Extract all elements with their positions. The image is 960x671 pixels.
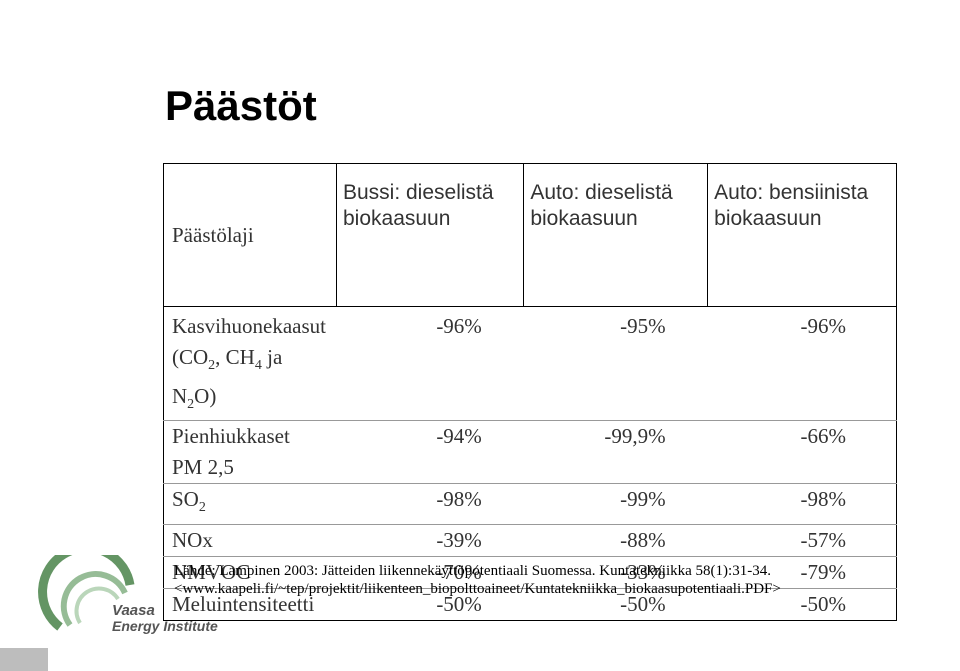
row-label: NMVOC	[163, 555, 337, 589]
row-label: Pienhiukkaset PM 2,5	[163, 420, 337, 484]
source: Lähde: Lampinen 2003: Jätteiden liikenne…	[174, 562, 781, 598]
label-text: NOx	[172, 527, 213, 552]
logo: Vaasa Energy Institute	[38, 555, 218, 634]
cell: -39%	[336, 523, 524, 557]
subscript: 2	[187, 397, 195, 413]
cell: -50%	[523, 587, 708, 621]
subscript: 2	[208, 358, 216, 374]
label-text: Pienhiukkaset	[172, 424, 290, 449]
row-label: Kasvihuonekaasut (CO2, CH4 ja N2O)	[164, 307, 337, 421]
row-label: NOx	[163, 523, 337, 557]
cell: -70%	[336, 555, 524, 589]
title: Päästöt	[165, 82, 317, 129]
label-text: SO	[172, 487, 199, 512]
cell: -98%	[336, 483, 524, 525]
label-text: Meluintensiteetti	[172, 591, 315, 616]
cell: -66%	[707, 420, 897, 484]
label-text: O)	[194, 384, 217, 409]
row: Pienhiukkaset PM 2,5 -94% -99,9% -66%	[163, 420, 897, 484]
cell: -79%	[707, 555, 897, 589]
label-text: NMVOC	[172, 559, 251, 584]
row-label: SO2	[163, 483, 337, 525]
cell: -96%	[800, 314, 847, 338]
column-header: Auto: bensiinista biokaasuun	[707, 163, 897, 307]
cell: -50%	[336, 587, 524, 621]
cell: -99%	[523, 483, 708, 525]
cell: -99,9%	[523, 420, 708, 484]
cell: -94%	[336, 420, 524, 484]
row: NMVOC -70% -33% -79%	[163, 555, 897, 589]
column-header: Päästölaji	[163, 163, 337, 307]
cell: -33%	[523, 555, 708, 589]
row: Kasvihuonekaasut (CO2, CH4 ja N2O) -96% -95…	[164, 307, 897, 421]
header-row: Päästölaji Bussi: dieselistä biokaasuun Au…	[163, 163, 897, 307]
cell: -98%	[707, 483, 897, 525]
row: SO2 -98% -99% -98%	[163, 483, 897, 525]
subscript: 4	[254, 358, 262, 374]
source-line: <www.kaapeli.fi/~tep/projektit/liikentee…	[174, 581, 781, 597]
label-text: PM 2,5	[172, 455, 234, 480]
table: Päästölaji Bussi: dieselistä biokaasuun Au…	[163, 163, 897, 621]
subscript: 2	[198, 500, 206, 516]
decor	[0, 648, 48, 671]
column-header: Auto: dieselistä biokaasuun	[523, 163, 708, 307]
logo-text: Energy Institute	[112, 618, 218, 634]
row-label: Meluintensiteetti	[163, 587, 337, 621]
cell: -96%	[436, 314, 482, 338]
column-header: Bussi: dieselistä biokaasuun	[335, 163, 524, 307]
label-text: (CO	[172, 345, 209, 369]
cell: -88%	[523, 523, 708, 557]
cell: -57%	[707, 523, 897, 557]
label-text: , CH	[215, 345, 255, 369]
cell: -50%	[707, 587, 897, 621]
source-line: Lähde: Lampinen 2003: Jätteiden liikenne…	[174, 563, 771, 579]
row: Meluintensiteetti -50% -50% -50%	[163, 587, 897, 621]
logo-text: Vaasa	[112, 602, 155, 619]
row: NOx -39% -88% -57%	[163, 523, 897, 557]
label-text: Kasvihuonekaasut	[172, 314, 326, 338]
label-text: ja N	[172, 345, 283, 409]
cell: -95%	[620, 314, 666, 338]
